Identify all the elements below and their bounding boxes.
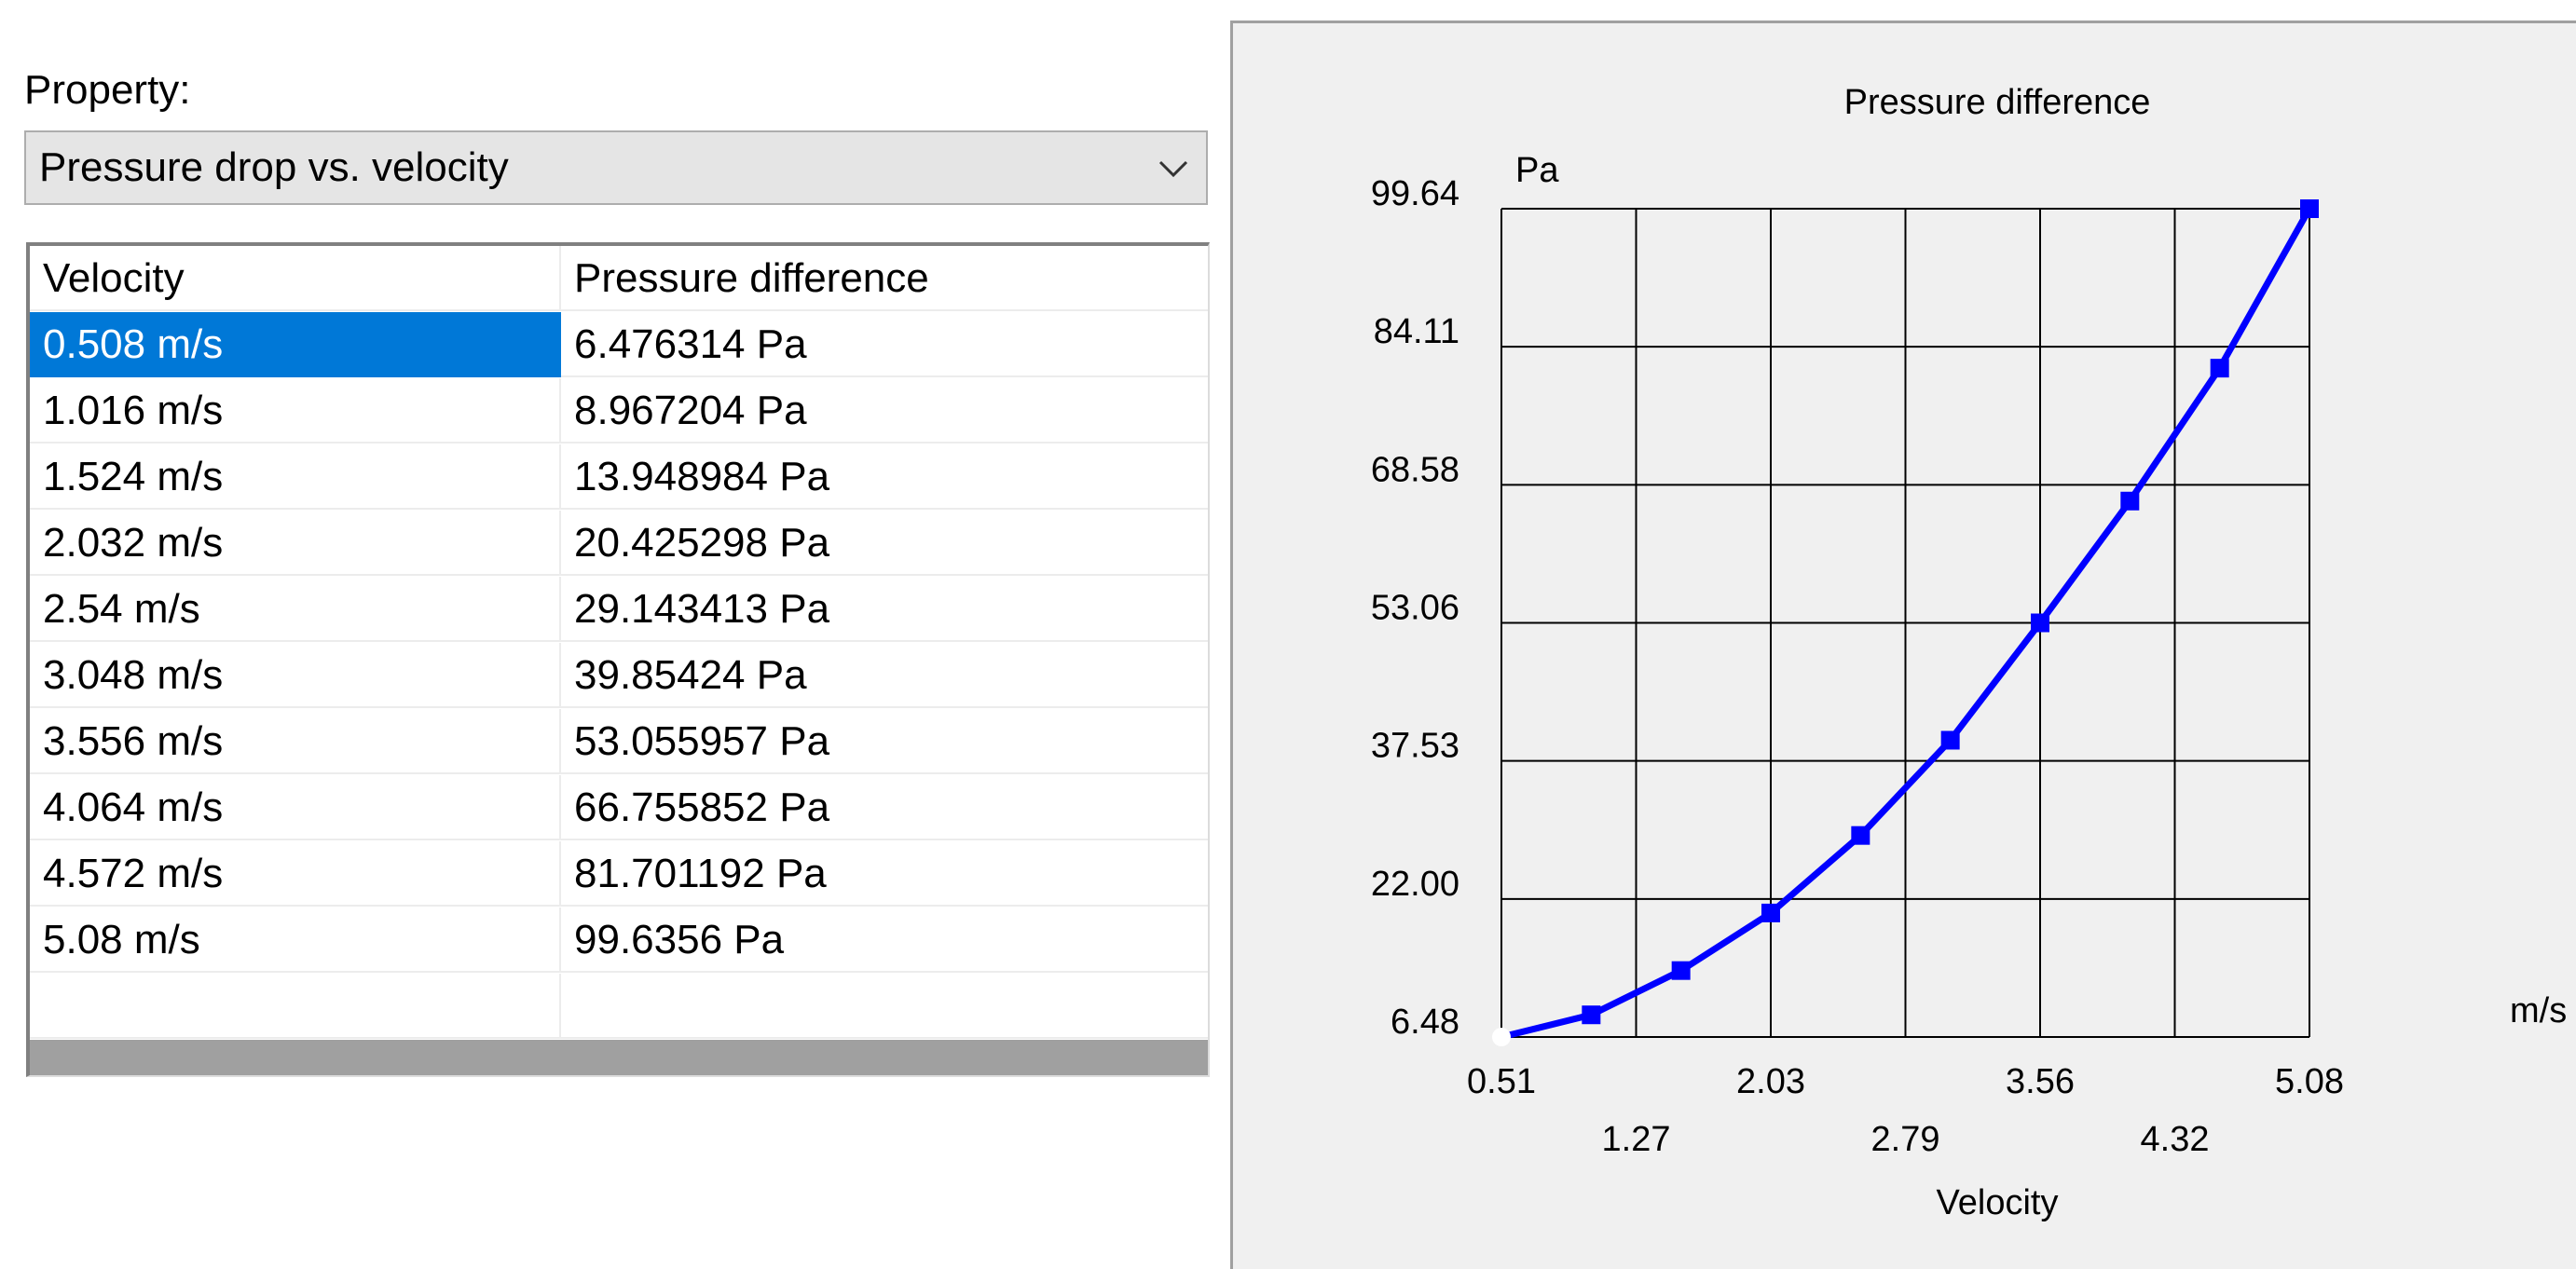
velocity-cell[interactable]: 1.524 m/s	[30, 444, 561, 510]
table-row[interactable]: 2.54 m/s 29.143413 Pa	[30, 577, 1208, 643]
horizontal-scrollbar[interactable]	[30, 1040, 1208, 1075]
y-tick-label: 84.11	[1374, 312, 1459, 351]
table-row[interactable]: 4.572 m/s 81.701192 Pa	[30, 841, 1208, 907]
x-tick-label: 1.27	[1602, 1120, 1671, 1159]
data-point	[1851, 826, 1870, 845]
velocity-cell[interactable]: 1.016 m/s	[30, 378, 561, 443]
data-point	[2210, 359, 2229, 378]
pressure-cell[interactable]: 53.055957 Pa	[561, 709, 1208, 774]
velocity-cell[interactable]: 4.064 m/s	[30, 775, 561, 840]
pressure-cell[interactable]: 20.425298 Pa	[561, 511, 1208, 576]
pressure-cell[interactable]: 29.143413 Pa	[561, 577, 1208, 642]
x-tick-label: 3.56	[2006, 1062, 2075, 1101]
pressure-cell[interactable]: 66.755852 Pa	[561, 775, 1208, 840]
table-row[interactable]: 1.016 m/s 8.967204 Pa	[30, 378, 1208, 444]
velocity-cell[interactable]: 0.508 m/s	[30, 312, 561, 377]
x-tick-label: 0.51	[1467, 1062, 1536, 1101]
x-tick-labels: 0.51 1.27 2.03 2.79 3.56 4.32 5.08	[1467, 1062, 2344, 1159]
data-point	[2120, 491, 2140, 511]
data-points	[1492, 199, 2319, 1046]
table-row[interactable]: 1.524 m/s 13.948984 Pa	[30, 444, 1208, 511]
pressure-cell[interactable]: 8.967204 Pa	[561, 378, 1208, 443]
column-header-velocity[interactable]: Velocity	[30, 246, 561, 311]
data-point	[1492, 1028, 1511, 1046]
data-point	[1761, 903, 1780, 922]
property-select-value: Pressure drop vs. velocity	[39, 144, 509, 190]
x-tick-label: 5.08	[2275, 1062, 2344, 1101]
x-axis-unit: m/s	[2510, 991, 2567, 1030]
table-row[interactable]: 5.08 m/s 99.6356 Pa	[30, 907, 1208, 974]
pressure-cell[interactable]: 6.476314 Pa	[561, 312, 1208, 377]
velocity-cell[interactable]: 5.08 m/s	[30, 907, 561, 973]
table-header-row: Velocity Pressure difference	[30, 246, 1208, 312]
series-line	[1500, 207, 2313, 1041]
data-point	[1582, 1005, 1601, 1025]
y-tick-label: 99.64	[1371, 174, 1459, 213]
velocity-cell[interactable]: 4.572 m/s	[30, 841, 561, 907]
y-tick-labels: 6.48 22.00 37.53 53.06 68.58 84.11 99.64	[1371, 174, 1459, 1042]
data-point	[2031, 613, 2049, 633]
y-tick-label: 22.00	[1371, 865, 1459, 904]
chart-panel: Pressure difference Pa m/s Velocity 6.48…	[1230, 20, 2576, 1269]
x-tick-label: 2.03	[1736, 1062, 1805, 1101]
column-header-pressure[interactable]: Pressure difference	[561, 246, 1208, 311]
pressure-cell[interactable]: 39.85424 Pa	[561, 643, 1208, 708]
velocity-cell[interactable]: 2.032 m/s	[30, 511, 561, 576]
property-select[interactable]: Pressure drop vs. velocity	[24, 130, 1208, 205]
table-row[interactable]: 0.508 m/s 6.476314 Pa	[30, 312, 1208, 378]
pressure-cell[interactable]: 99.6356 Pa	[561, 907, 1208, 973]
velocity-cell[interactable]: 3.048 m/s	[30, 643, 561, 708]
table-row[interactable]: 2.032 m/s 20.425298 Pa	[30, 511, 1208, 577]
pressure-cell[interactable]: 81.701192 Pa	[561, 841, 1208, 907]
table-row[interactable]	[30, 974, 1208, 1040]
data-table[interactable]: Velocity Pressure difference 0.508 m/s 6.47…	[26, 242, 1210, 1077]
y-axis-unit: Pa	[1515, 151, 1559, 190]
y-tick-label: 37.53	[1371, 727, 1459, 766]
property-label: Property:	[24, 67, 191, 113]
y-tick-label: 53.06	[1371, 589, 1459, 628]
chart-grid	[1500, 208, 2310, 1038]
pressure-cell[interactable]: 13.948984 Pa	[561, 444, 1208, 510]
x-axis-label: Velocity	[1937, 1183, 2059, 1222]
chart-title: Pressure difference	[1844, 83, 2151, 122]
velocity-cell[interactable]: 2.54 m/s	[30, 577, 561, 642]
data-point	[1671, 961, 1691, 980]
y-tick-label: 6.48	[1391, 1003, 1459, 1042]
empty-cell[interactable]	[561, 974, 1208, 1039]
table-row[interactable]: 3.556 m/s 53.055957 Pa	[30, 709, 1208, 775]
data-point	[2300, 199, 2319, 218]
velocity-cell[interactable]: 3.556 m/s	[30, 709, 561, 774]
x-tick-label: 2.79	[1871, 1120, 1940, 1159]
y-tick-label: 68.58	[1371, 450, 1459, 489]
table-row[interactable]: 3.048 m/s 39.85424 Pa	[30, 643, 1208, 709]
pressure-chart: Pressure difference Pa m/s Velocity 6.48…	[1371, 83, 2567, 1222]
empty-cell[interactable]	[30, 974, 561, 1039]
data-point	[1940, 730, 1960, 750]
chevron-down-icon	[1158, 160, 1188, 178]
x-tick-label: 4.32	[2141, 1120, 2210, 1159]
table-row[interactable]: 4.064 m/s 66.755852 Pa	[30, 775, 1208, 841]
